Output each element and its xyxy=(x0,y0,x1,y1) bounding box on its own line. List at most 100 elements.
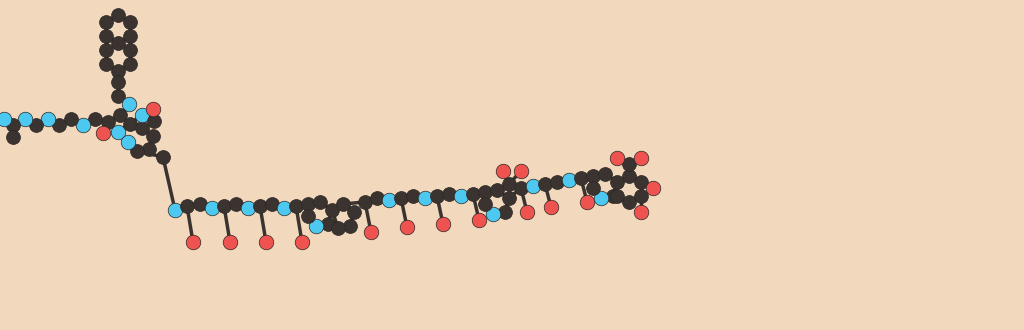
Point xyxy=(381,197,397,203)
Point xyxy=(633,193,649,199)
Point xyxy=(525,183,542,189)
Point xyxy=(110,93,126,99)
Point xyxy=(311,199,328,205)
Point xyxy=(144,133,161,139)
Point xyxy=(87,116,103,122)
Point xyxy=(179,203,196,209)
Point xyxy=(0,116,12,122)
Point xyxy=(110,79,126,84)
Point xyxy=(112,112,128,117)
Point xyxy=(98,48,115,53)
Point xyxy=(465,191,481,197)
Point xyxy=(501,182,517,187)
Point xyxy=(495,168,511,174)
Point xyxy=(184,239,201,245)
Point xyxy=(440,191,457,197)
Point xyxy=(216,203,232,209)
Point xyxy=(621,199,637,205)
Point xyxy=(356,199,373,205)
Point xyxy=(300,201,316,207)
Point xyxy=(593,195,609,201)
Point xyxy=(572,175,589,181)
Point xyxy=(605,193,622,199)
Point xyxy=(543,204,559,210)
Point xyxy=(488,187,505,193)
Point xyxy=(275,205,292,211)
Point xyxy=(471,217,487,223)
Point xyxy=(585,185,601,191)
Point xyxy=(110,129,126,135)
Point xyxy=(167,207,183,213)
Point xyxy=(477,201,494,207)
Point xyxy=(122,19,138,25)
Point xyxy=(579,199,595,205)
Point xyxy=(342,223,358,229)
Point xyxy=(609,155,626,161)
Point xyxy=(645,185,662,191)
Point xyxy=(5,122,22,128)
Point xyxy=(134,125,151,131)
Point xyxy=(404,193,421,199)
Point xyxy=(597,171,613,177)
Point xyxy=(98,33,115,39)
Point xyxy=(519,209,536,214)
Point xyxy=(369,195,385,201)
Point xyxy=(561,177,578,182)
Point xyxy=(308,223,325,229)
Point xyxy=(429,193,445,199)
Point xyxy=(122,33,138,39)
Point xyxy=(98,19,115,25)
Point xyxy=(335,201,351,207)
Point xyxy=(120,139,136,145)
Point xyxy=(145,118,162,124)
Point xyxy=(129,148,145,154)
Point xyxy=(417,195,433,201)
Point xyxy=(141,147,158,152)
Point xyxy=(549,180,565,185)
Point xyxy=(362,229,379,235)
Point xyxy=(633,155,649,161)
Point xyxy=(40,116,56,122)
Point xyxy=(122,121,138,127)
Point xyxy=(227,201,244,207)
Point xyxy=(294,239,310,245)
Point xyxy=(319,221,336,227)
Point xyxy=(585,173,601,179)
Point xyxy=(477,189,494,195)
Point xyxy=(484,211,501,216)
Point xyxy=(537,182,553,187)
Point xyxy=(62,116,79,122)
Point xyxy=(252,203,268,209)
Point xyxy=(621,161,637,167)
Point xyxy=(222,239,239,245)
Point xyxy=(16,116,33,122)
Point xyxy=(621,173,637,179)
Point xyxy=(435,221,452,227)
Point xyxy=(134,112,151,117)
Point xyxy=(98,61,115,67)
Point xyxy=(110,12,126,17)
Point xyxy=(110,40,126,46)
Point xyxy=(398,224,415,230)
Point xyxy=(155,154,171,160)
Point xyxy=(513,185,529,191)
Point xyxy=(300,214,316,219)
Point xyxy=(122,48,138,53)
Point xyxy=(288,203,304,209)
Point xyxy=(110,68,126,74)
Point xyxy=(264,201,281,207)
Point xyxy=(28,122,44,128)
Point xyxy=(122,61,138,67)
Point xyxy=(497,209,513,214)
Point xyxy=(144,106,161,112)
Point xyxy=(633,180,649,185)
Point xyxy=(95,130,112,136)
Point xyxy=(121,101,137,107)
Point xyxy=(51,122,68,128)
Point xyxy=(258,239,274,245)
Point xyxy=(609,193,626,199)
Point xyxy=(393,195,410,201)
Point xyxy=(324,207,340,213)
Point xyxy=(75,122,91,128)
Point xyxy=(513,168,529,174)
